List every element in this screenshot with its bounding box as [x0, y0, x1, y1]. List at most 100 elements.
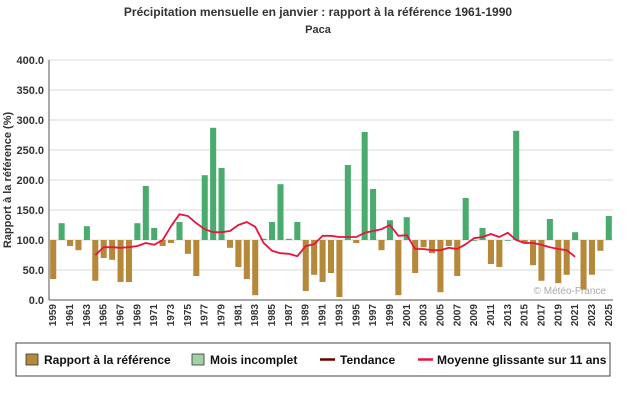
chart-subtitle: Paca — [305, 24, 332, 36]
bar — [605, 216, 612, 240]
x-tick-label: 1981 — [233, 304, 244, 327]
x-tick-label: 2021 — [570, 304, 581, 327]
x-tick-label: 1983 — [250, 304, 261, 327]
bar — [521, 240, 528, 243]
bar — [445, 240, 452, 246]
y-tick-label: 250.0 — [16, 145, 44, 157]
bar — [487, 240, 494, 264]
bar — [513, 130, 520, 240]
bar — [344, 165, 351, 240]
y-axis-label: Rapport à la référence (%) — [2, 112, 14, 249]
bar — [168, 240, 175, 243]
bar — [311, 240, 318, 275]
bar — [184, 240, 191, 254]
bar — [125, 240, 132, 282]
bar — [386, 220, 393, 240]
bar — [269, 222, 276, 240]
bar — [454, 240, 461, 276]
y-tick-label: 200.0 — [16, 175, 44, 187]
bar — [302, 240, 309, 291]
credit-text: © Météo-France — [534, 286, 607, 297]
bar — [538, 240, 545, 281]
x-ticks: 1959 1961 1963 1965 1967 1969 1971 1973 1975 1977… — [48, 304, 615, 327]
bar — [235, 240, 242, 267]
bar — [260, 238, 267, 240]
x-tick-label: 1991 — [318, 304, 329, 327]
y-tick-label: 350.0 — [16, 85, 44, 97]
bar — [563, 240, 570, 275]
bar — [210, 127, 217, 240]
x-tick-label: 2009 — [469, 304, 480, 327]
bar — [572, 232, 579, 240]
bar — [504, 240, 511, 241]
x-tick-label: 1977 — [200, 304, 211, 327]
bar — [370, 189, 377, 240]
bar — [496, 240, 503, 267]
bar — [403, 217, 410, 240]
bar — [252, 240, 259, 296]
legend-box — [15, 342, 611, 377]
y-tick-label: 100.0 — [16, 235, 44, 247]
x-tick-label: 1969 — [132, 304, 143, 327]
legend-label: Mois incomplet — [210, 353, 297, 367]
bar — [100, 240, 107, 258]
legend-swatch — [25, 353, 39, 366]
x-tick-label: 1971 — [149, 304, 160, 327]
y-tick-label: 0.0 — [29, 295, 44, 307]
bar — [277, 184, 284, 240]
x-tick-label: 1963 — [82, 304, 93, 327]
bar — [378, 240, 385, 251]
x-tick-label: 2007 — [452, 304, 463, 327]
bar — [420, 240, 427, 248]
x-tick-label: 1973 — [166, 304, 177, 327]
bar — [546, 219, 553, 240]
bar — [327, 240, 335, 273]
y-tick-label: 150.0 — [16, 205, 44, 217]
legend: Rapport à la référence Mois incomplet Tend… — [15, 342, 611, 377]
bar — [67, 240, 74, 246]
bar — [159, 240, 166, 246]
bar — [109, 240, 116, 260]
x-tick-label: 2017 — [536, 304, 547, 327]
bar — [83, 226, 90, 240]
x-tick-label: 1985 — [267, 304, 278, 327]
x-tick-label: 1965 — [99, 304, 110, 327]
x-tick-label: 1979 — [217, 304, 228, 327]
moving-average — [94, 213, 576, 258]
bar — [353, 240, 360, 243]
bar — [580, 240, 587, 290]
bar — [134, 223, 141, 240]
bar — [142, 186, 149, 240]
x-tick-label: 2003 — [419, 304, 430, 327]
legend-label: Moyenne glissante sur 11 ans — [437, 353, 607, 367]
moving-average-line — [94, 213, 576, 258]
x-tick-label: 2015 — [520, 304, 531, 327]
axes — [48, 60, 613, 301]
bar — [117, 240, 124, 282]
legend-label: Tendance — [340, 353, 395, 367]
bar — [479, 228, 486, 240]
x-tick-label: 1987 — [284, 304, 295, 327]
x-tick-label: 1959 — [48, 304, 59, 327]
bar — [588, 240, 595, 275]
bar — [151, 228, 158, 240]
bar — [437, 240, 444, 293]
x-tick-label: 1967 — [116, 304, 127, 327]
y-ticks: 0.0 50.0 100.0 150.0 200.0 250.0 300.0 350.0 400… — [16, 55, 44, 307]
bar — [412, 240, 419, 273]
x-tick-label: 1995 — [351, 304, 362, 327]
bar — [226, 240, 234, 248]
x-tick-label: 1989 — [301, 304, 312, 327]
bar — [462, 198, 469, 240]
bar — [201, 175, 208, 240]
x-tick-label: 1999 — [385, 304, 396, 327]
bar — [294, 222, 301, 240]
x-tick-label: 1961 — [65, 304, 76, 327]
legend-label: Rapport à la référence — [44, 353, 171, 367]
legend-swatch — [191, 353, 205, 366]
bar — [193, 240, 200, 276]
bar — [218, 168, 225, 240]
bars — [50, 127, 612, 297]
x-tick-label: 2001 — [402, 304, 413, 327]
